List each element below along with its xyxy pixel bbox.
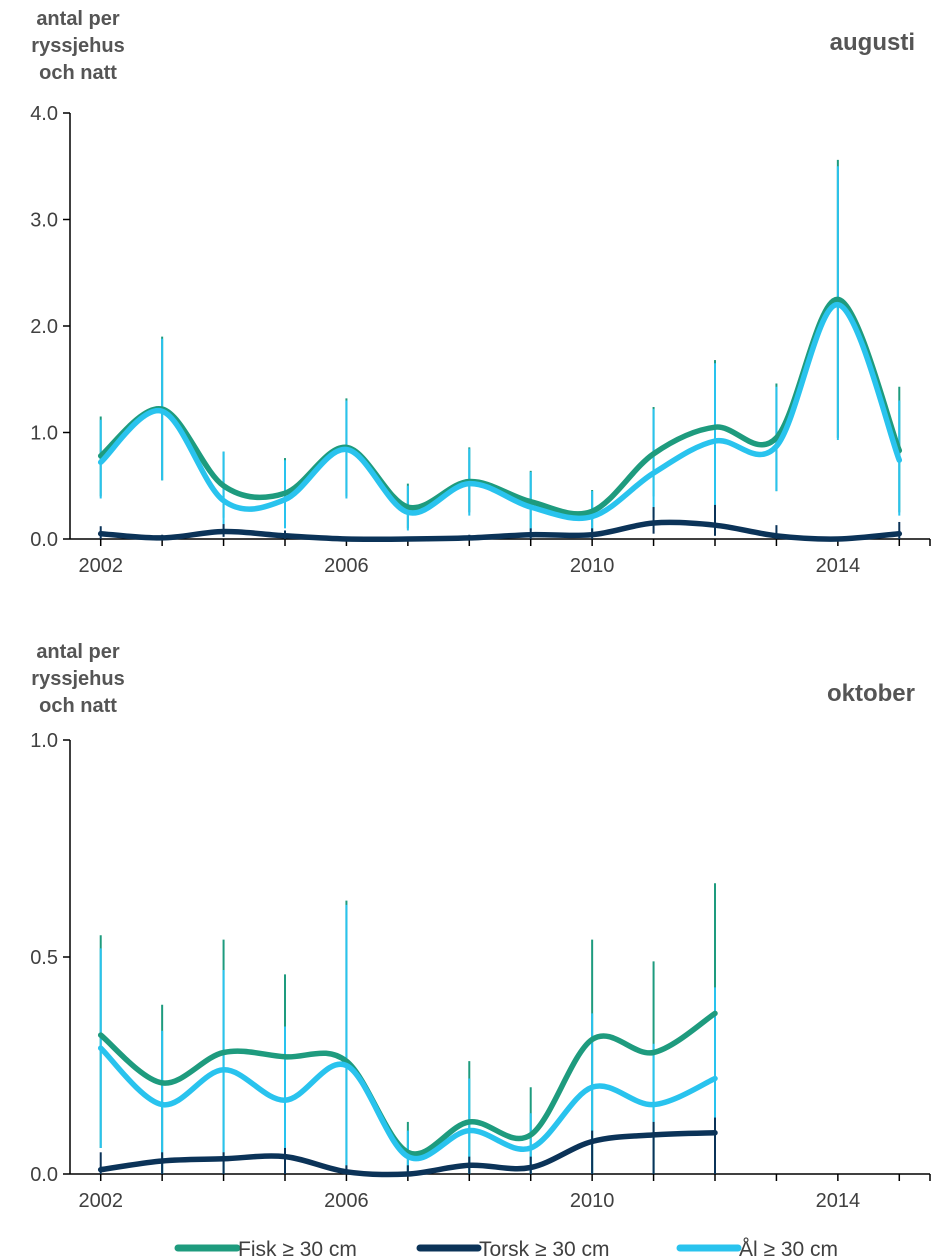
series-line-fisk xyxy=(97,296,903,517)
legend-item-torsk: Torsk ≥ 30 cm xyxy=(416,1238,610,1260)
y-axis-label-line-1: antal per xyxy=(36,8,120,30)
series-line-al xyxy=(97,1045,718,1162)
legend-label-torsk: Torsk ≥ 30 cm xyxy=(479,1238,610,1260)
series-line-torsk xyxy=(97,519,903,543)
x-tick-label: 2010 xyxy=(570,555,615,577)
y-axis-label-line-1: antal per xyxy=(36,641,120,663)
y-tick-label: 1.0 xyxy=(30,730,58,752)
x-tick-label: 2006 xyxy=(324,1190,369,1212)
y-tick-label: 2.0 xyxy=(30,316,58,338)
y-axis-label-line-3: och natt xyxy=(39,62,117,84)
legend-item-fisk: Fisk ≥ 30 cm xyxy=(174,1238,357,1260)
y-axis-label-line-2: ryssjehus xyxy=(31,35,124,57)
chart-title: augusti xyxy=(830,29,915,56)
legend-label-fisk: Fisk ≥ 30 cm xyxy=(238,1238,357,1260)
y-axis-label-line-3: och natt xyxy=(39,695,117,717)
x-tick-label: 2006 xyxy=(324,555,369,577)
y-tick-label: 3.0 xyxy=(30,210,58,232)
x-tick-label: 2014 xyxy=(816,555,861,577)
x-tick-label: 2002 xyxy=(78,1190,123,1212)
y-tick-label: 4.0 xyxy=(30,103,58,125)
chart-title: oktober xyxy=(827,680,915,707)
x-tick-label: 2010 xyxy=(570,1190,615,1212)
legend-label-al: Ål ≥ 30 cm xyxy=(739,1238,838,1260)
series-line-al xyxy=(97,301,903,522)
x-tick-label: 2014 xyxy=(816,1190,861,1212)
y-tick-label: 1.0 xyxy=(30,423,58,445)
y-axis-label-line-2: ryssjehus xyxy=(31,668,124,690)
y-tick-label: 0.0 xyxy=(30,529,58,551)
y-tick-label: 0.5 xyxy=(30,947,58,969)
series-line-fisk xyxy=(97,1010,718,1157)
chart-panel-oktober: antal per ryssjehus och natt oktober 0.0… xyxy=(30,641,931,1212)
x-tick-label: 2002 xyxy=(78,555,123,577)
chart-legend: Fisk ≥ 30 cm Torsk ≥ 30 cm Ål ≥ 30 cm xyxy=(174,1238,838,1260)
series-line-torsk xyxy=(97,1130,718,1178)
chart-panel-augusti: antal per ryssjehus och natt augusti 0.0… xyxy=(30,8,931,577)
y-tick-label: 0.0 xyxy=(30,1164,58,1186)
legend-item-al: Ål ≥ 30 cm xyxy=(676,1238,838,1260)
